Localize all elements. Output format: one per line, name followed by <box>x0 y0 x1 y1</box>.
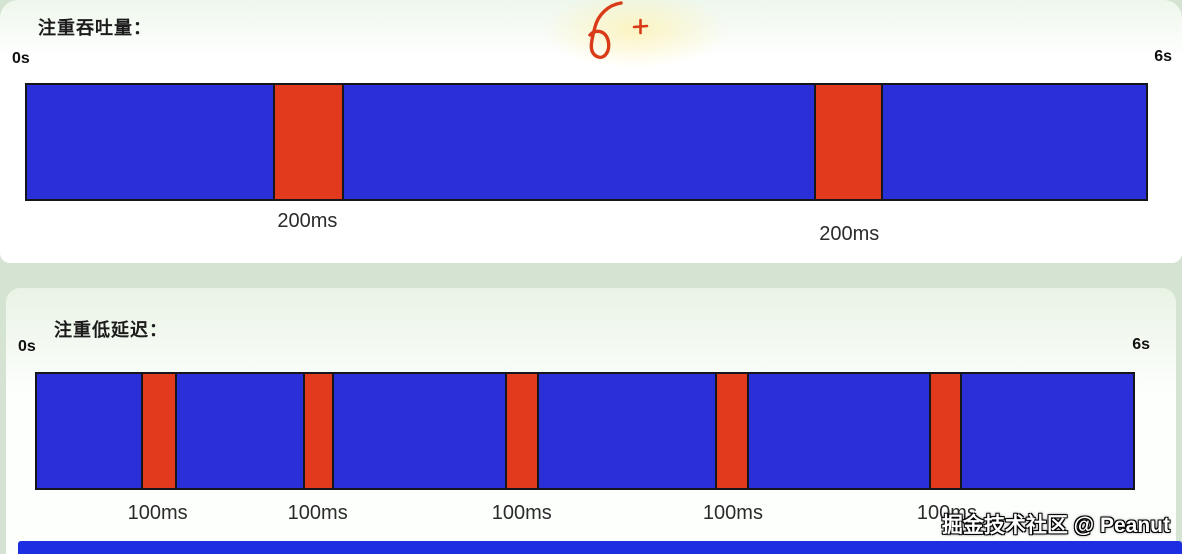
axis-start-label: 0s <box>12 50 30 67</box>
axis-end-label: 6s <box>1154 48 1172 65</box>
panel-title-throughput: 注重吞吐量： <box>38 18 152 38</box>
pause-duration-label: 200ms <box>277 210 338 232</box>
watermark: 掘金技术社区 @ Peanut <box>941 514 1170 537</box>
axis-start-label: 0s <box>18 338 36 355</box>
pause-duration-label: 100ms <box>702 502 763 524</box>
gc-pause-segment <box>504 374 539 488</box>
panel-low-latency: 注重低延迟： 0s 6s 100ms 100ms 100ms 100ms 100ms <box>6 288 1176 554</box>
gc-pause-segment <box>141 374 178 488</box>
gc-pause-segment <box>273 85 344 199</box>
gc-pause-segment <box>813 85 884 199</box>
red-scribble-annotation-icon <box>588 1 649 59</box>
pause-duration-label: 100ms <box>287 502 348 524</box>
timeline-bar <box>25 83 1148 201</box>
gc-pause-segment <box>715 374 750 488</box>
gc-pause-segment <box>303 374 334 488</box>
pause-duration-label: 100ms <box>916 502 977 524</box>
panel-title-low-latency: 注重低延迟： <box>54 320 168 340</box>
pause-duration-label: 100ms <box>127 502 188 524</box>
plus-mark-icon <box>632 18 649 35</box>
axis-end-label: 6s <box>1132 336 1150 353</box>
pause-labels: 200ms 200ms <box>25 210 1148 245</box>
gc-pause-segment <box>929 374 963 488</box>
timeline-bar <box>35 372 1135 490</box>
pause-duration-label: 200ms <box>819 223 880 245</box>
partial-bottom-bar <box>18 541 1182 554</box>
pause-duration-label: 100ms <box>491 502 552 524</box>
pause-labels: 100ms 100ms 100ms 100ms 100ms <box>35 502 1135 536</box>
